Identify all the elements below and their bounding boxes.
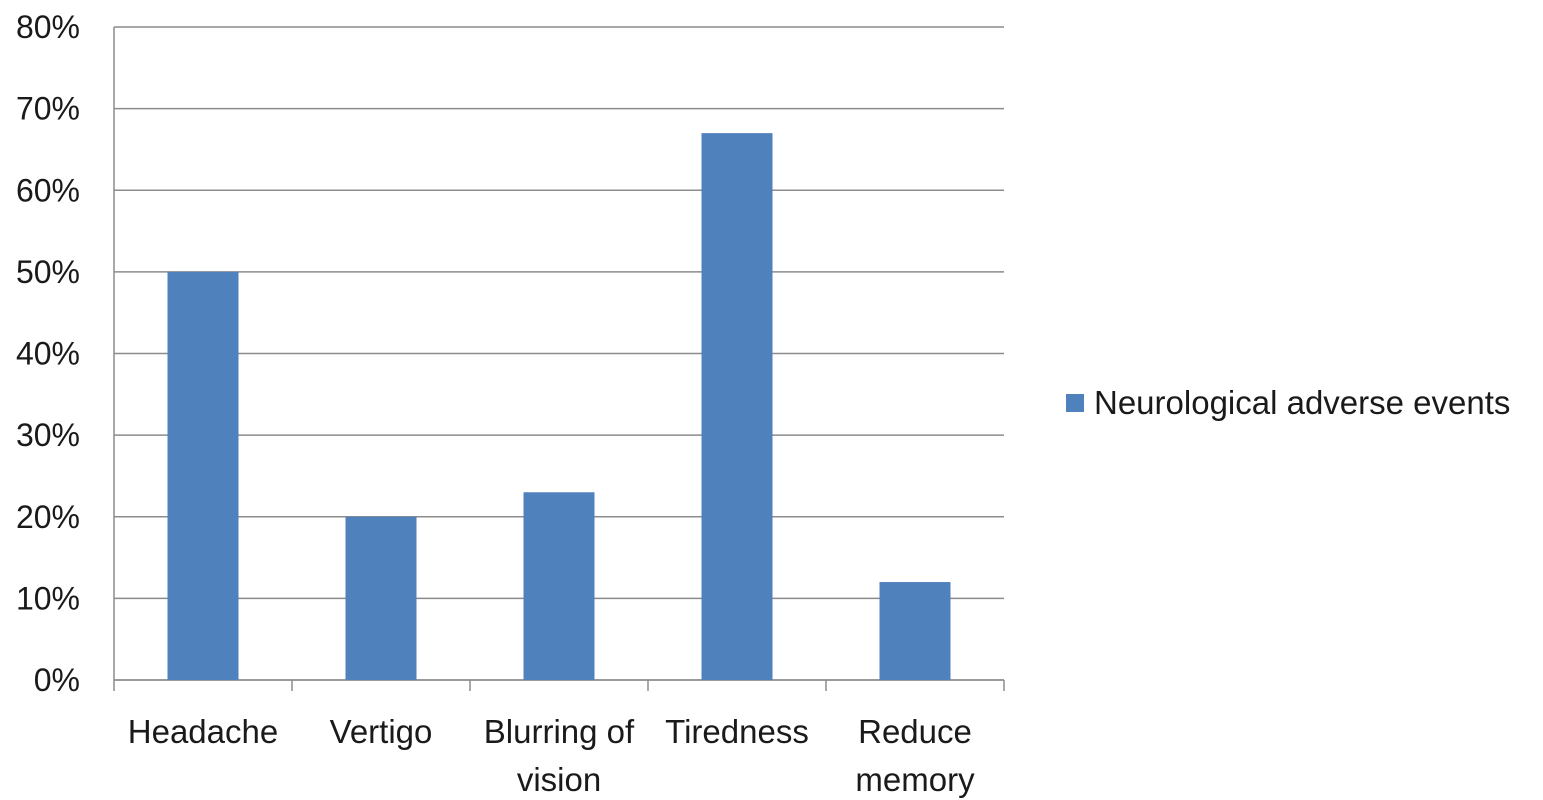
- legend-label: Neurological adverse events: [1094, 384, 1511, 421]
- x-tick-label: Reduce: [858, 713, 972, 750]
- bar: [345, 516, 417, 680]
- x-tick-label: Blurring of: [484, 713, 635, 750]
- y-tick-label: 50%: [16, 254, 80, 290]
- y-tick-label: 0%: [34, 662, 80, 698]
- bar: [879, 582, 951, 680]
- y-tick-label: 80%: [16, 9, 80, 45]
- x-tick-label: vision: [517, 761, 601, 798]
- y-tick-label: 20%: [16, 499, 80, 535]
- x-tick-label: Headache: [128, 713, 278, 750]
- y-tick-label: 60%: [16, 172, 80, 208]
- x-tick-label: Tiredness: [665, 713, 809, 750]
- y-tick-label: 10%: [16, 580, 80, 616]
- bar: [701, 133, 773, 681]
- legend-swatch: [1066, 393, 1084, 412]
- legend: Neurological adverse events: [1066, 386, 1510, 419]
- x-tick-label: memory: [855, 761, 975, 798]
- bar: [167, 271, 239, 680]
- bar: [523, 492, 595, 680]
- x-tick-label: Vertigo: [330, 713, 433, 750]
- y-tick-label: 30%: [16, 417, 80, 453]
- y-tick-label: 70%: [16, 91, 80, 127]
- y-tick-label: 40%: [16, 336, 80, 372]
